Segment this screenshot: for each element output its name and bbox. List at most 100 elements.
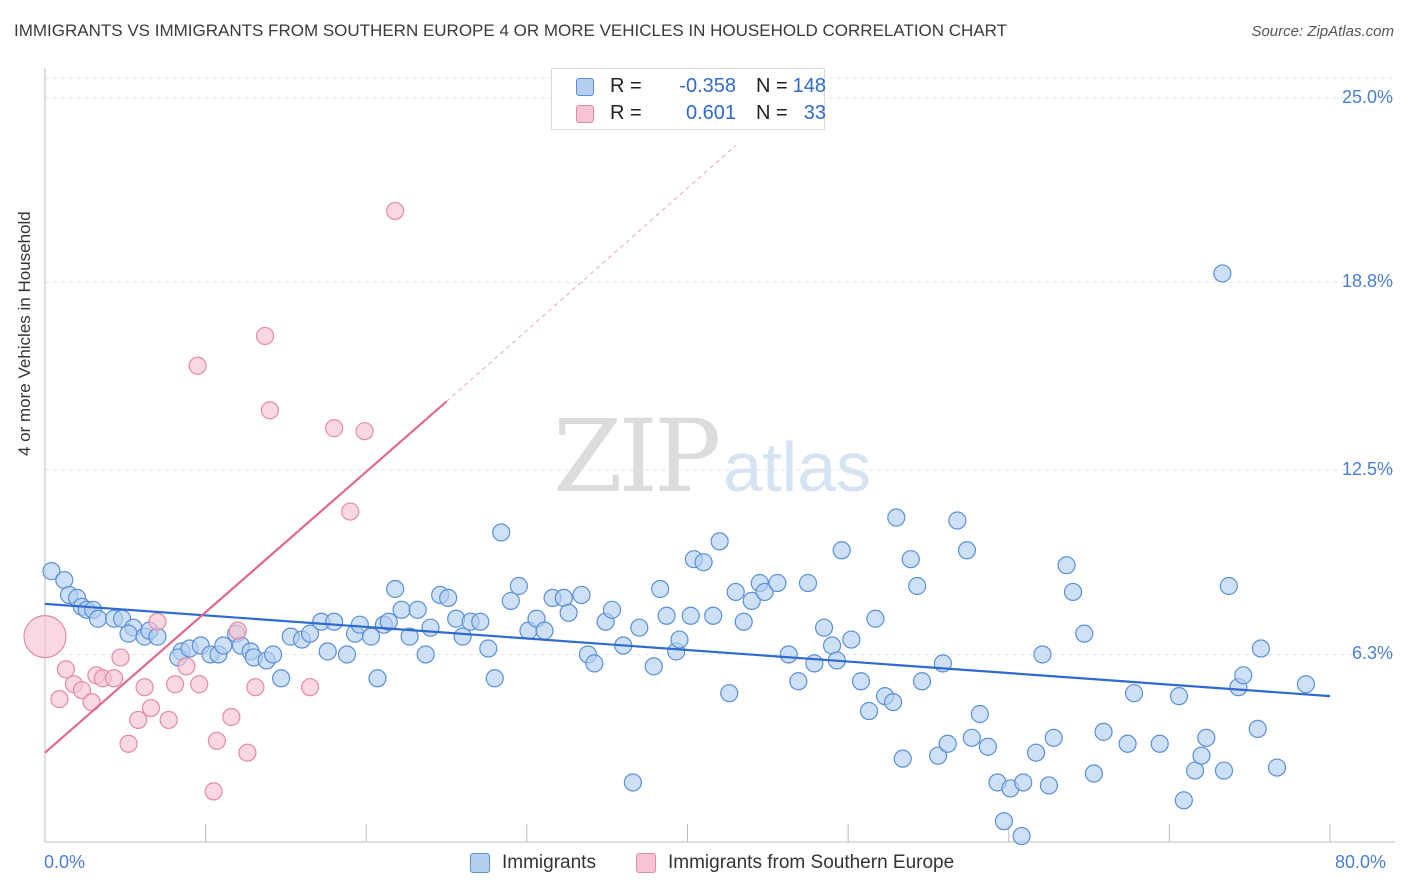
point-immigrants — [88, 609, 108, 628]
point-southern-europe — [72, 681, 92, 700]
point-immigrants — [1197, 728, 1216, 747]
point-immigrants — [734, 612, 753, 631]
trend-line-southern-europe — [44, 400, 448, 754]
watermark-zip: ZIP — [553, 398, 721, 515]
point-immigrants — [1150, 734, 1169, 753]
legend-r-label: R = — [610, 102, 642, 124]
point-southern-europe — [188, 356, 207, 375]
point-southern-europe — [300, 678, 320, 697]
point-southern-europe — [255, 326, 275, 346]
point-immigrants — [416, 645, 435, 664]
point-immigrants — [572, 585, 591, 605]
point-southern-europe — [325, 419, 344, 438]
point-southern-europe — [50, 690, 69, 709]
point-southern-europe — [222, 707, 241, 727]
point-southern-europe — [111, 648, 130, 667]
point-immigrants — [805, 654, 824, 673]
point-southern-europe — [159, 710, 178, 730]
legend-n-label: N = — [756, 75, 788, 97]
point-immigrants — [1174, 791, 1193, 810]
point-immigrants — [559, 603, 578, 622]
point-immigrants — [1014, 773, 1033, 792]
point-immigrants — [814, 618, 834, 637]
point-immigrants — [1033, 645, 1052, 664]
legend-r-label: R = — [610, 75, 642, 97]
point-immigrants — [832, 541, 851, 560]
point-immigrants — [798, 573, 818, 593]
y-tick-label: 18.8% — [1341, 271, 1393, 292]
point-immigrants — [453, 627, 472, 646]
point-immigrants — [386, 579, 405, 599]
point-southern-europe — [355, 422, 374, 441]
legend-n-label: N = — [756, 102, 788, 124]
point-immigrants — [1251, 639, 1271, 658]
legend-swatch-pink — [576, 105, 594, 123]
point-immigrants — [1213, 264, 1232, 283]
point-immigrants — [1057, 556, 1076, 575]
y-tick-label: 6.3% — [1351, 643, 1393, 664]
point-immigrants — [471, 612, 490, 631]
point-southern-europe — [238, 743, 257, 762]
point-immigrants — [361, 627, 381, 646]
trend-lines — [44, 145, 1331, 754]
point-immigrants — [509, 576, 528, 596]
point-southern-europe — [141, 698, 161, 718]
point-immigrants — [928, 746, 948, 765]
point-southern-europe — [135, 678, 154, 697]
legend-swatch-blue — [576, 78, 594, 96]
trend-extension-southern-europe — [446, 145, 737, 402]
point-immigrants — [272, 669, 291, 688]
point-immigrants — [535, 621, 554, 640]
point-immigrants — [1219, 576, 1238, 596]
point-immigrants — [300, 624, 320, 643]
point-immigrants — [501, 591, 520, 610]
point-immigrants — [1063, 582, 1083, 602]
point-immigrants — [1075, 624, 1094, 643]
axes — [44, 68, 1395, 843]
point-immigrants — [318, 642, 337, 661]
point-southern-europe — [148, 612, 167, 631]
point-immigrants — [651, 579, 670, 599]
point-southern-europe — [341, 502, 360, 521]
point-immigrants — [492, 523, 511, 542]
point-immigrants — [1296, 675, 1316, 694]
point-immigrants — [602, 600, 622, 619]
point-immigrants — [908, 576, 927, 596]
point-immigrants — [439, 588, 458, 608]
y-tick-label: 25.0% — [1341, 86, 1393, 107]
point-immigrants — [851, 672, 871, 691]
point-immigrants — [337, 645, 357, 664]
point-immigrants — [948, 511, 967, 530]
point-southern-europe — [204, 782, 223, 801]
point-immigrants — [726, 582, 745, 602]
point-southern-europe — [23, 615, 67, 659]
point-immigrants — [789, 672, 808, 691]
legend-label: Immigrants from Southern Europe — [668, 852, 955, 873]
point-southern-europe — [246, 678, 265, 697]
point-immigrants — [1214, 761, 1234, 780]
point-immigrants — [970, 704, 989, 724]
point-immigrants — [630, 618, 649, 637]
point-immigrants — [962, 728, 981, 747]
point-immigrants — [957, 541, 977, 560]
point-immigrants — [350, 615, 369, 634]
point-southern-europe — [228, 621, 247, 640]
point-immigrants — [1192, 746, 1211, 765]
point-immigrants — [887, 508, 906, 527]
point-immigrants — [893, 749, 912, 768]
series-legend: Immigrants Immigrants from Southern Euro… — [0, 852, 1406, 878]
point-immigrants — [644, 657, 663, 676]
grid — [45, 77, 1395, 655]
point-immigrants — [842, 630, 861, 649]
point-southern-europe — [104, 669, 124, 688]
point-immigrants — [1026, 743, 1046, 762]
point-immigrants — [1169, 687, 1189, 706]
point-immigrants — [263, 645, 283, 664]
point-southern-europe — [386, 201, 405, 221]
chart-title: IMMIGRANTS VS IMMIGRANTS FROM SOUTHERN E… — [14, 21, 1008, 40]
x-tick-label-min: 0.0% — [44, 852, 86, 872]
point-immigrants — [1118, 734, 1137, 753]
point-immigrants — [912, 672, 932, 691]
legend-r-value: 0.601 — [685, 102, 736, 124]
